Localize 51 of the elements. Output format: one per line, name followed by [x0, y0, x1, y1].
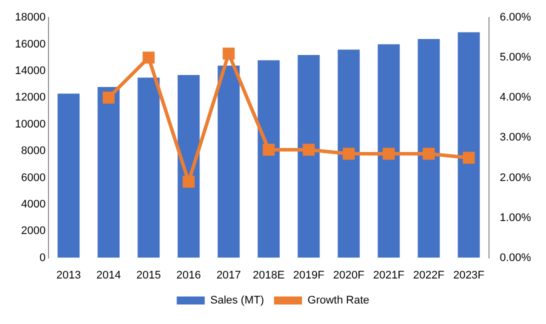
- y-tick-label: 16000: [14, 38, 46, 50]
- x-tick-label: 2017: [216, 269, 241, 282]
- point: [422, 148, 435, 160]
- y-tick-label: 0: [39, 252, 46, 264]
- bar: [418, 38, 440, 258]
- y-tick-label: 4000: [21, 198, 46, 210]
- bar: [98, 86, 120, 258]
- x-tick-label: 2018E: [252, 269, 285, 282]
- legend-label: Sales (MT): [210, 294, 264, 307]
- y-tick-label: 8000: [21, 145, 46, 158]
- y2-tick-label: 5.00%: [500, 52, 532, 64]
- x-tick-label: 2021F: [373, 269, 405, 282]
- bar: [258, 60, 280, 258]
- x-tick-label: 2015: [136, 269, 161, 282]
- point: [382, 148, 395, 160]
- y-tick-label: 14000: [14, 65, 46, 78]
- y-tick-label: 6000: [21, 172, 46, 184]
- bar: [58, 94, 80, 258]
- y-tick-label: 18000: [14, 12, 46, 24]
- x-tick-label: 2022F: [413, 269, 445, 282]
- bar: [218, 66, 240, 258]
- y2-tick-label: 3.00%: [500, 132, 532, 144]
- y2-tick-label: 6.00%: [500, 12, 532, 24]
- y-tick-label: 12000: [14, 92, 46, 104]
- point: [102, 92, 115, 104]
- legend-label: Growth Rate: [308, 294, 370, 307]
- point: [262, 144, 275, 156]
- point: [182, 176, 195, 188]
- x-tick-label: 2019F: [293, 269, 325, 282]
- y-tick-label: 2000: [21, 225, 46, 238]
- bar: [138, 78, 160, 258]
- y-tick-label: 10000: [14, 118, 46, 130]
- y2-tick-label: 0.00%: [500, 252, 532, 264]
- x-tick-label: 2020F: [333, 269, 365, 282]
- y2-tick-label: 2.00%: [500, 172, 532, 184]
- point: [462, 152, 475, 164]
- bar: [178, 74, 200, 258]
- x-tick-label: 2013: [56, 269, 81, 282]
- x-tick-label: 2014: [96, 269, 121, 282]
- bar: [298, 54, 320, 258]
- y2-tick-label: 4.00%: [500, 92, 532, 104]
- bar: [378, 44, 400, 258]
- point: [222, 48, 235, 60]
- point: [142, 52, 155, 64]
- x-tick-label: 2016: [176, 269, 201, 282]
- x-tick-label: 2023F: [453, 269, 485, 282]
- bar: [338, 50, 360, 258]
- point: [302, 144, 315, 156]
- y2-tick-label: 1.00%: [500, 212, 532, 224]
- bar: [458, 32, 480, 258]
- point: [342, 148, 355, 160]
